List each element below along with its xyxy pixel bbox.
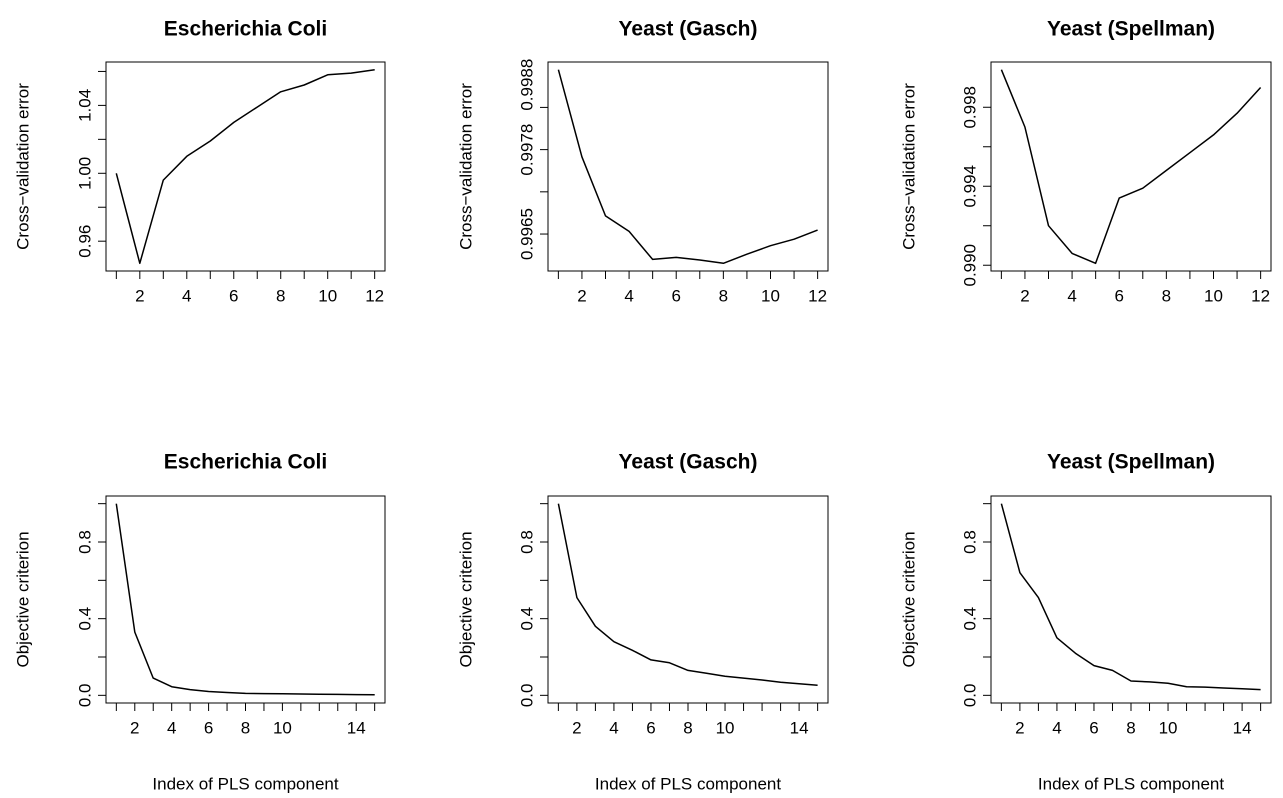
series-line (115, 68, 375, 265)
series-line (557, 69, 818, 265)
x-tick-label: 8 (683, 718, 692, 737)
panel-title: Yeast (Spellman) (1047, 451, 1215, 474)
x-tick-label: 8 (1162, 286, 1171, 305)
y-tick-label: 0.4 (75, 607, 94, 631)
x-axis-label: Index of PLS component (595, 774, 781, 793)
series-line (115, 503, 375, 696)
x-tick-label: 2 (130, 718, 139, 737)
panel-4: Escherichia Coli Objective criterion Index… (13, 451, 386, 793)
x-tick-label: 6 (671, 286, 680, 305)
y-tick-label: 0.998 (960, 86, 979, 129)
series-line (1000, 503, 1261, 691)
y-axis-label: Cross−validation error (456, 83, 475, 250)
plot-frame (105, 495, 386, 704)
x-tick-label: 4 (167, 718, 176, 737)
y-tick-label: 0.0 (517, 684, 536, 708)
y-tick-label: 0.96 (75, 225, 94, 258)
x-tick-label: 2 (1015, 718, 1024, 737)
y-tick-label: 0.990 (960, 244, 979, 287)
x-tick-label: 2 (577, 286, 586, 305)
panel-title: Escherichia Coli (164, 451, 327, 474)
panel-title: Yeast (Spellman) (1047, 18, 1215, 41)
x-tick-label: 6 (229, 286, 238, 305)
x-axis-label: Index of PLS component (1038, 774, 1224, 793)
series-line (1000, 69, 1262, 265)
x-axis-label: Index of PLS component (152, 774, 338, 793)
x-tick-label: 14 (1233, 718, 1252, 737)
y-tick-label: 0.8 (960, 530, 979, 554)
x-tick-label: 4 (624, 286, 633, 305)
x-tick-label: 4 (1052, 718, 1061, 737)
y-tick-label: 0.9965 (517, 208, 536, 260)
y-tick-label: 1.04 (75, 89, 94, 122)
x-tick-label: 4 (182, 286, 191, 305)
x-tick-label: 8 (276, 286, 285, 305)
y-tick-label: 0.8 (517, 530, 536, 554)
panel-6: Yeast (Spellman) Objective criterion Index… (899, 451, 1272, 793)
y-axis-label: Objective criterion (899, 531, 918, 667)
y-axis-label: Cross−validation error (13, 83, 32, 250)
y-tick-label: 0.994 (960, 165, 979, 208)
series-line (557, 503, 818, 686)
x-tick-label: 10 (761, 286, 780, 305)
x-tick-label: 2 (1020, 286, 1029, 305)
x-tick-label: 10 (1159, 718, 1178, 737)
y-tick-label: 1.00 (75, 157, 94, 190)
x-tick-label: 14 (347, 718, 366, 737)
x-tick-label: 6 (1114, 286, 1123, 305)
panel-title: Yeast (Gasch) (619, 451, 758, 474)
x-tick-label: 6 (204, 718, 213, 737)
y-axis-label: Objective criterion (13, 531, 32, 667)
x-tick-label: 4 (609, 718, 618, 737)
panel-2: Yeast (Gasch) Cross−validation error 2 4 6 8 1… (456, 18, 829, 305)
plot-frame (547, 61, 829, 272)
x-tick-label: 10 (273, 718, 292, 737)
x-tick-label: 12 (1251, 286, 1270, 305)
panel-1: Escherichia Coli Cross−validation error 2 4… (13, 18, 386, 305)
x-tick-label: 10 (1204, 286, 1223, 305)
y-tick-label: 0.8 (75, 530, 94, 554)
x-tick-label: 6 (646, 718, 655, 737)
panel-5: Yeast (Gasch) Objective criterion Index of… (456, 451, 829, 793)
x-tick-label: 10 (318, 286, 337, 305)
y-tick-label: 0.0 (75, 684, 94, 708)
y-tick-label: 0.9978 (517, 124, 536, 176)
panel-3: Yeast (Spellman) Cross−validation error 2 4… (899, 18, 1272, 305)
panel-title: Escherichia Coli (164, 18, 327, 41)
x-tick-label: 2 (572, 718, 581, 737)
x-tick-label: 8 (1126, 718, 1135, 737)
x-tick-label: 12 (808, 286, 827, 305)
x-tick-label: 8 (241, 718, 250, 737)
x-tick-label: 12 (365, 286, 384, 305)
plot-frame (990, 61, 1272, 272)
plot-frame (547, 495, 829, 704)
y-tick-label: 0.9988 (517, 59, 536, 111)
x-tick-label: 6 (1089, 718, 1098, 737)
x-tick-label: 2 (135, 286, 144, 305)
y-tick-label: 0.0 (960, 684, 979, 708)
x-tick-label: 14 (790, 718, 809, 737)
plot-frame (990, 495, 1272, 704)
y-axis-label: Cross−validation error (899, 83, 918, 250)
panel-title: Yeast (Gasch) (619, 18, 758, 41)
x-tick-label: 10 (716, 718, 735, 737)
plot-frame (105, 61, 386, 272)
y-tick-label: 0.4 (517, 607, 536, 631)
x-tick-label: 4 (1067, 286, 1076, 305)
y-tick-label: 0.4 (960, 607, 979, 631)
x-tick-label: 8 (719, 286, 728, 305)
y-axis-label: Objective criterion (456, 531, 475, 667)
